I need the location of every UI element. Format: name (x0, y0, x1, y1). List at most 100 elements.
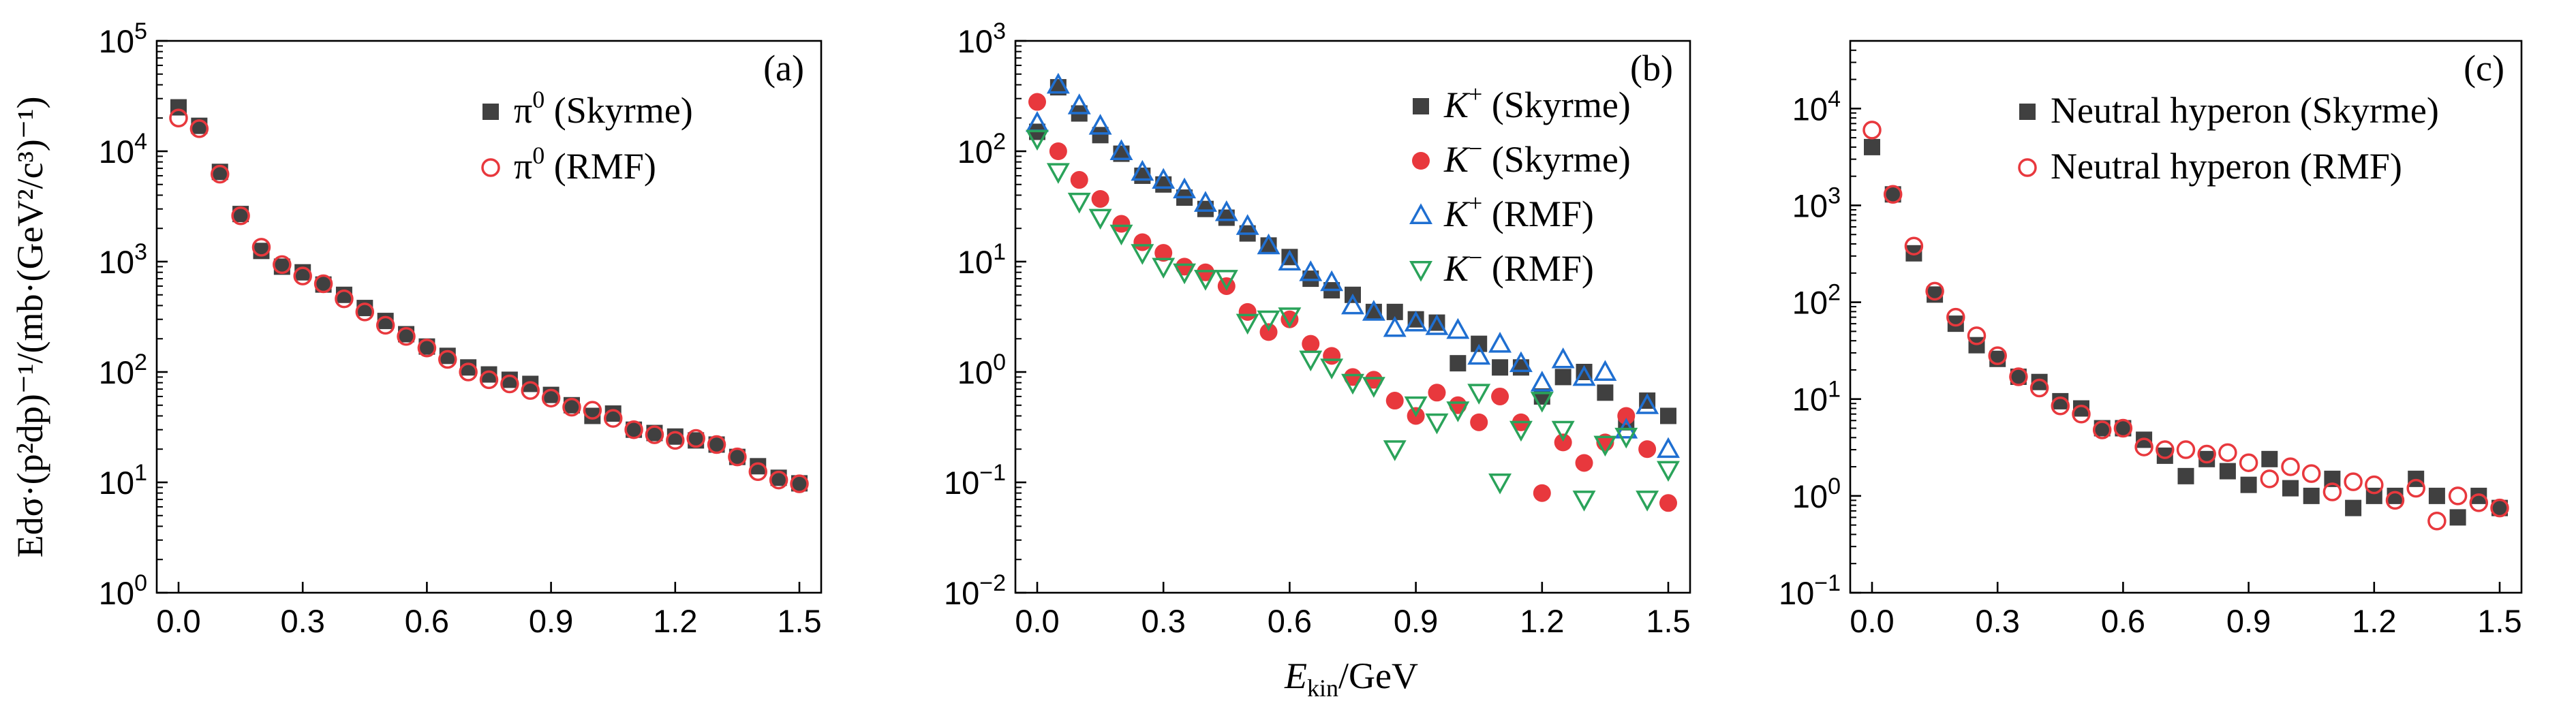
x-tick-label-a: 1.5 (777, 603, 821, 639)
data-point-a-1 (666, 431, 685, 450)
data-point-b-1 (1112, 215, 1131, 233)
data-point-c-1 (1988, 346, 2007, 365)
data-point-b-1 (1428, 384, 1446, 402)
data-point-c-1 (2239, 453, 2258, 472)
data-point-a-1 (355, 302, 375, 322)
y-tick-label-c: 104 (1792, 86, 1841, 127)
legend-marker-b-1 (1412, 152, 1430, 170)
x-axis-title-rest: /GeV (1338, 655, 1418, 696)
data-point-b-3 (1425, 413, 1449, 435)
data-point-c-0 (2177, 467, 2194, 484)
data-point-a-0 (418, 338, 435, 355)
data-point-a-1 (417, 339, 437, 358)
data-point-a-1 (790, 474, 809, 493)
y-tick-label-c: 101 (1792, 377, 1841, 418)
data-point-b-1 (1091, 189, 1109, 208)
data-point-b-2 (1320, 270, 1344, 292)
y-tick-label-a: 100 (99, 570, 147, 611)
data-point-b-3 (1088, 208, 1112, 230)
data-point-b-1 (1196, 263, 1214, 281)
series-b-3 (1026, 129, 1680, 512)
data-point-c-1 (1862, 121, 1882, 140)
data-point-b-2 (1067, 93, 1091, 114)
plot-frame-b (1014, 40, 1691, 594)
legend-label-a-1: π0 (RMF) (514, 142, 656, 187)
data-point-a-1 (169, 108, 188, 127)
data-point-b-1 (1238, 302, 1257, 321)
data-point-a-1 (293, 266, 312, 285)
data-point-a-0 (294, 264, 311, 281)
data-point-a-1 (335, 289, 354, 309)
data-point-b-2 (1236, 214, 1259, 235)
data-point-a-1 (189, 119, 209, 138)
data-point-b-1 (1554, 433, 1572, 452)
data-point-c-0 (2261, 450, 2278, 467)
data-point-a-1 (500, 374, 519, 394)
series-b-2 (1026, 72, 1680, 459)
data-point-a-0 (356, 300, 373, 317)
data-point-a-1 (521, 381, 540, 400)
data-point-c-1 (2427, 512, 2447, 531)
data-point-c-1 (2072, 405, 2091, 424)
data-point-c-1 (2029, 378, 2049, 398)
y-tick-label-b: 102 (957, 129, 1006, 170)
data-point-b-1 (1259, 323, 1278, 341)
data-point-b-2 (1131, 159, 1154, 181)
legend-label-b-0: K+ (Skyrme) (1443, 80, 1631, 125)
data-point-b-3 (1572, 491, 1596, 512)
data-point-c-0 (2282, 480, 2299, 497)
data-point-a-1 (273, 255, 292, 275)
data-point-c-1 (2009, 367, 2028, 386)
data-point-b-3 (1551, 420, 1575, 442)
y-tick-label-c: 102 (1792, 280, 1841, 321)
data-point-c-0 (2345, 499, 2362, 516)
y-tick-label-a: 104 (99, 129, 147, 170)
data-point-b-2 (1109, 139, 1133, 160)
data-point-a-1 (313, 274, 333, 294)
y-tick-label-c: 10−1 (1779, 570, 1841, 611)
data-point-c-1 (2197, 444, 2216, 464)
data-point-c-0 (2428, 487, 2445, 504)
data-point-b-1 (1302, 335, 1320, 353)
series-a-1 (169, 108, 809, 493)
series-c-0 (1864, 138, 2508, 526)
x-tick-label-b: 0.9 (1394, 603, 1438, 639)
panel-label-b: (b) (1630, 48, 1673, 89)
data-point-b-1 (1491, 387, 1509, 405)
x-axis-title: Ekin/GeV (1284, 655, 1418, 702)
data-point-c-0 (1864, 138, 1880, 155)
data-point-b-1 (1449, 396, 1467, 414)
y-tick-label-a: 103 (99, 239, 147, 280)
x-tick-label-b: 0.6 (1268, 603, 1312, 639)
data-point-a-1 (562, 397, 581, 417)
data-point-b-3 (1657, 461, 1680, 482)
data-point-b-3 (1383, 440, 1407, 461)
data-point-b-3 (1320, 358, 1344, 379)
legend-label-b-2: K+ (RMF) (1443, 189, 1594, 234)
data-point-b-3 (1488, 474, 1512, 495)
data-point-b-1 (1133, 233, 1152, 251)
data-point-b-3 (1067, 192, 1091, 214)
panel-b-chart: 0.0 0.3 0.6 0.9 1.2 1.5 10−2 10−1 100 101 102 103 K+… (944, 18, 1691, 639)
data-point-b-3 (1026, 129, 1049, 151)
data-point-b-3 (1509, 420, 1533, 442)
x-axis-title-sub: kin (1307, 674, 1338, 702)
legend-marker-b-0 (1413, 98, 1429, 114)
data-point-b-2 (1278, 249, 1302, 270)
x-tick-label-c: 0.3 (1976, 603, 2020, 639)
series-c-1 (1862, 121, 2509, 531)
data-point-b-2 (1572, 364, 1596, 386)
y-tick-label-a: 101 (99, 460, 147, 501)
data-point-a-0 (377, 313, 394, 330)
data-point-b-3 (1046, 163, 1070, 184)
data-point-a-0 (666, 428, 684, 445)
data-point-c-0 (2240, 476, 2257, 493)
data-point-a-1 (397, 327, 416, 346)
x-tick-label-b: 0.0 (1015, 603, 1059, 639)
data-point-b-2 (1425, 314, 1449, 335)
data-point-c-0 (2219, 463, 2236, 480)
data-point-b-0 (1450, 355, 1467, 372)
data-point-b-2 (1636, 393, 1659, 414)
data-point-b-2 (1467, 343, 1491, 365)
data-point-b-2 (1362, 300, 1385, 321)
